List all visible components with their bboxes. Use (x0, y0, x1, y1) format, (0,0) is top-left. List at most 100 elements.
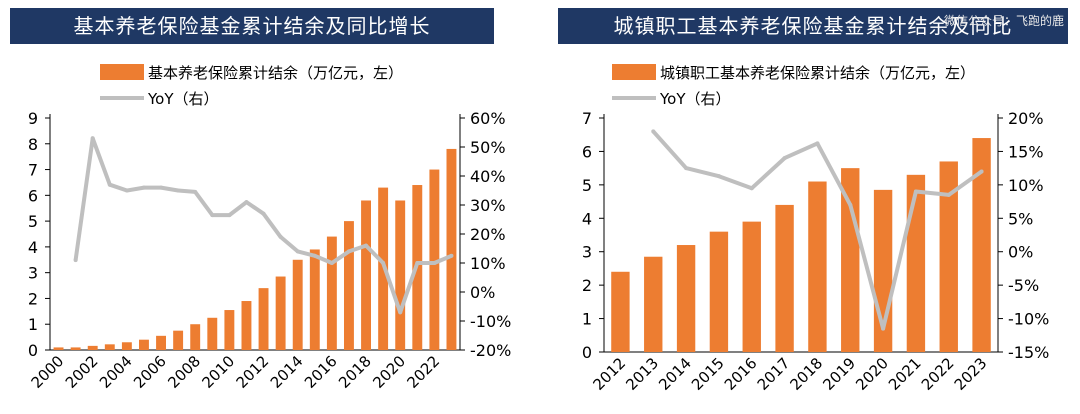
yoy-point-2010 (227, 213, 232, 218)
y-left-tick-label: 3 (28, 264, 38, 283)
yoy-point-2016 (749, 186, 754, 191)
yoy-point-2013 (278, 234, 283, 239)
bar-2015 (309, 249, 320, 350)
y-left-tick-label: 6 (582, 142, 592, 161)
bar-2008 (190, 324, 201, 350)
bar-2012 (258, 288, 269, 350)
yoy-point-2004 (124, 188, 129, 193)
yoy-point-2011 (244, 200, 249, 205)
yoy-point-2002 (90, 136, 95, 141)
y-left-tick-label: 0 (582, 343, 592, 362)
yoy-point-2009 (210, 213, 215, 218)
y-right-tick-label: 60% (470, 109, 506, 128)
x-tick-label: 2020 (852, 354, 892, 394)
x-tick-label: 2020 (369, 352, 409, 392)
x-tick-label: 2016 (721, 354, 761, 394)
bar-2018 (361, 200, 371, 350)
bar-2021 (906, 174, 926, 352)
bar-2017 (344, 221, 354, 350)
x-tick-label: 2021 (885, 354, 925, 394)
legend-bar-swatch (612, 64, 656, 80)
yoy-point-2019 (848, 202, 853, 207)
y-right-tick-label: 50% (470, 138, 506, 157)
bar-2016 (326, 236, 337, 350)
yoy-point-2017 (346, 249, 351, 254)
y-left-tick-label: 8 (28, 135, 38, 154)
y-right-tick-label: -10% (1008, 310, 1049, 329)
bar-2005 (139, 339, 149, 350)
yoy-point-2021 (415, 261, 420, 265)
bar-2016 (742, 221, 761, 352)
x-tick-label: 2023 (951, 354, 991, 394)
yoy-point-2006 (159, 185, 164, 190)
bar-2006 (156, 335, 166, 350)
x-tick-label: 2019 (819, 354, 859, 394)
bar-2014 (676, 245, 696, 352)
chart-panel-left: 基本养老保险基金累计结余及同比增长 基本养老保险累计结余（万亿元，左） YoY（右… (10, 8, 511, 392)
y-left-tick-label: 6 (28, 186, 38, 205)
y-left-tick-label: 0 (28, 341, 38, 360)
bar-2001 (70, 347, 81, 350)
bar-2003 (104, 344, 115, 350)
yoy-point-2020 (398, 310, 403, 315)
legend-line-label: YoY（右） (147, 90, 219, 108)
y-left-tick-label: 7 (582, 109, 592, 128)
x-tick-label: 2004 (96, 352, 136, 392)
yoy-point-2015 (716, 174, 721, 179)
yoy-line (73, 136, 453, 315)
x-tick-label: 2022 (918, 354, 958, 394)
x-tick-label: 2017 (754, 354, 794, 394)
bar-2012 (611, 271, 630, 352)
y-left-tick-label: 5 (582, 176, 592, 195)
bar-2023 (972, 138, 991, 352)
yoy-point-2015 (312, 253, 317, 258)
bar-2002 (87, 345, 98, 350)
y-right-tick-label: 15% (1008, 142, 1044, 161)
chart-svg-right: 城镇职工基本养老保险累计结余（万亿元，左） YoY（右） 0 1 2 3 4 5 6 7 -15% -… (582, 64, 1049, 394)
bar-2013 (275, 276, 286, 350)
y-left-tick-label: 4 (582, 209, 592, 228)
legend-bar-swatch (100, 64, 144, 80)
bar-2023 (446, 148, 457, 350)
chart-title: 城镇职工基本养老保险基金累计结余及同比 (558, 8, 1068, 44)
bar-2000 (53, 347, 64, 350)
yoy-point-2014 (684, 166, 689, 171)
y-left-tick-label: 3 (582, 243, 592, 262)
bar-2009 (207, 317, 218, 350)
legend-line-label: YoY（右） (659, 90, 731, 108)
yoy-point-2012 (261, 211, 266, 216)
y-left-tick-label: 2 (582, 276, 592, 295)
x-tick-label: 2018 (335, 352, 375, 392)
bar-2022 (939, 161, 958, 352)
bar-2013 (644, 256, 663, 352)
yoy-point-2007 (176, 188, 181, 193)
y-right-tick-label: 20% (470, 225, 506, 244)
yoy-point-2013 (651, 129, 656, 134)
yoy-point-2022 (432, 261, 437, 265)
y-left-tick-label: 1 (28, 315, 38, 334)
y-left-tick-label: 2 (28, 289, 38, 308)
y-right-tick-label: 40% (470, 167, 506, 186)
y-right-tick-label: -15% (1008, 343, 1049, 362)
bar-2011 (241, 301, 252, 350)
x-tick-label: 2016 (301, 352, 341, 392)
bar-2010 (224, 310, 235, 350)
y-right-tick-label: -5% (1008, 276, 1039, 295)
bar-2007 (173, 330, 184, 350)
yoy-point-2023 (449, 253, 454, 258)
bar-2014 (292, 259, 303, 350)
x-tick-label: 2008 (164, 352, 204, 392)
yoy-point-2018 (364, 243, 369, 248)
y-left-tick-label: 7 (28, 161, 38, 180)
legend-bar-label: 基本养老保险累计结余（万亿元，左） (148, 64, 403, 82)
y-right-tick-label: -20% (470, 341, 511, 360)
x-tick-label: 2012 (233, 352, 273, 392)
bar-2019 (841, 168, 860, 352)
yoy-point-2005 (141, 185, 146, 190)
yoy-point-2022 (946, 192, 951, 197)
y-left-tick-label: 1 (582, 310, 592, 329)
x-tick-label: 2022 (403, 352, 443, 392)
yoy-point-2003 (107, 182, 112, 187)
bar-2015 (709, 231, 729, 352)
watermark-text: 微信公众号：飞跑的鹿 (943, 14, 1064, 28)
